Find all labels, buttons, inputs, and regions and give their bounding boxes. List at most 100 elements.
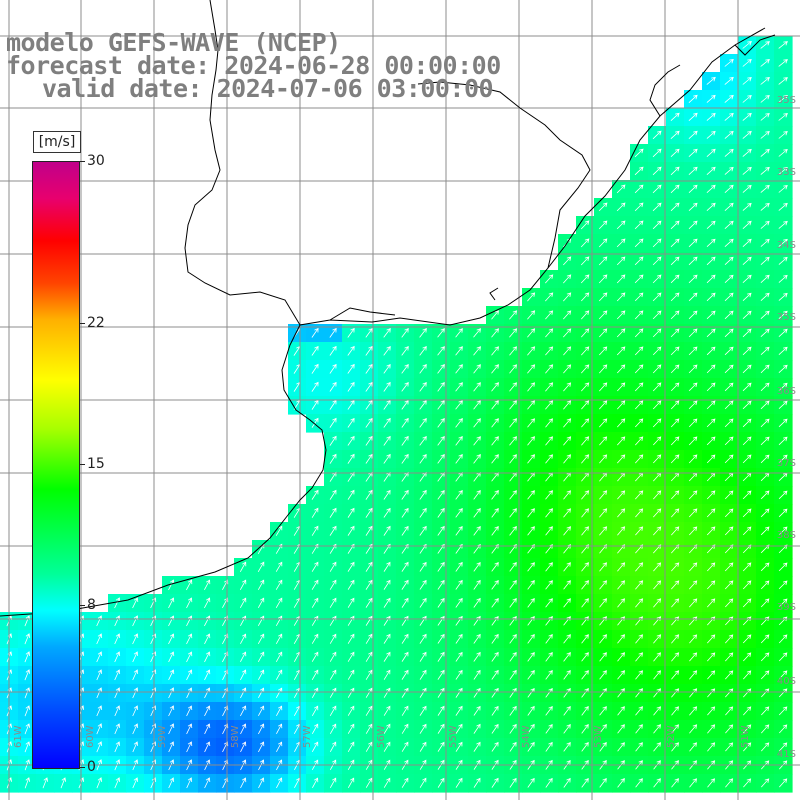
wind-speed-cell	[342, 522, 361, 541]
wind-arrow	[581, 705, 589, 716]
wind-speed-cell	[648, 252, 667, 271]
wind-speed-cell	[252, 576, 271, 595]
wind-speed-cell	[648, 378, 667, 397]
wind-arrow	[24, 777, 31, 789]
wind-speed-cell	[720, 252, 739, 271]
wind-arrow	[760, 220, 770, 229]
wind-arrow	[455, 651, 463, 662]
wind-arrow	[383, 435, 391, 446]
wind-speed-cell	[648, 630, 667, 649]
colorbar-tick-label: 30	[87, 153, 105, 169]
wind-arrow	[635, 742, 643, 752]
wind-arrow	[437, 741, 445, 752]
wind-speed-cell	[774, 666, 793, 685]
wind-arrow	[437, 399, 445, 410]
wind-speed-cell	[396, 396, 415, 415]
wind-arrow	[599, 634, 607, 644]
wind-arrow	[724, 184, 734, 193]
wind-speed-cell	[396, 774, 415, 793]
wind-speed-cell	[540, 666, 559, 685]
wind-speed-cell	[504, 702, 523, 721]
wind-speed-cell	[576, 612, 595, 631]
wind-arrow	[491, 489, 499, 500]
wind-speed-cell	[504, 738, 523, 757]
wind-arrow	[473, 705, 481, 716]
wind-arrow	[778, 364, 788, 373]
wind-speed-cell	[270, 702, 289, 721]
wind-speed-cell	[612, 270, 631, 289]
wind-arrow	[778, 292, 788, 301]
wind-speed-cell	[288, 702, 307, 721]
wind-speed-cell	[486, 684, 505, 703]
wind-speed-cell	[612, 504, 631, 523]
wind-speed-cell	[486, 342, 505, 361]
wind-speed-cell	[756, 612, 775, 631]
wind-speed-cell	[180, 612, 199, 631]
wind-arrow	[509, 454, 517, 464]
wind-arrow	[473, 328, 481, 338]
wind-arrow	[419, 741, 427, 752]
wind-arrow	[563, 418, 572, 428]
wind-speed-cell	[432, 630, 451, 649]
wind-arrow	[168, 687, 175, 699]
wind-speed-cell	[234, 630, 253, 649]
wind-speed-cell	[738, 432, 757, 451]
wind-speed-cell	[702, 378, 721, 397]
wind-arrow	[706, 292, 716, 302]
wind-arrow	[671, 724, 679, 734]
wind-arrow	[455, 723, 463, 734]
wind-speed-cell	[594, 666, 613, 685]
wind-arrow	[760, 616, 770, 626]
wind-speed-cell	[684, 558, 703, 577]
wind-speed-cell	[774, 576, 793, 595]
wind-speed-cell	[774, 180, 793, 199]
wind-speed-cell	[702, 396, 721, 415]
wind-arrow	[509, 687, 517, 698]
wind-speed-cell	[720, 576, 739, 595]
wind-speed-cell	[180, 684, 199, 703]
wind-arrow	[311, 381, 319, 392]
wind-arrow	[509, 436, 517, 446]
wind-arrow	[168, 723, 175, 735]
wind-arrow	[760, 562, 770, 572]
wind-speed-cell	[522, 324, 541, 343]
wind-speed-cell	[576, 594, 595, 613]
wind-arrow	[329, 507, 337, 518]
wind-speed-cell	[702, 486, 721, 505]
wind-speed-cell	[396, 324, 415, 343]
wind-speed-cell	[540, 540, 559, 559]
wind-speed-cell	[702, 180, 721, 199]
wind-speed-cell	[558, 594, 577, 613]
wind-speed-cell	[378, 684, 397, 703]
wind-speed-cell	[180, 720, 199, 739]
wind-arrow	[778, 202, 788, 211]
wind-arrow	[743, 706, 752, 716]
wind-speed-cell	[468, 666, 487, 685]
wind-speed-cell	[432, 522, 451, 541]
wind-speed-cell	[504, 684, 523, 703]
wind-speed-cell	[666, 522, 685, 541]
wind-speed-cell	[504, 378, 523, 397]
wind-arrow	[186, 777, 193, 789]
wind-arrow	[365, 687, 373, 698]
wind-speed-cell	[324, 774, 343, 793]
wind-speed-cell	[378, 396, 397, 415]
wind-speed-cell	[342, 720, 361, 739]
wind-arrow	[527, 454, 535, 464]
wind-arrow	[545, 669, 553, 680]
wind-arrow	[473, 436, 481, 446]
wind-speed-cell	[702, 702, 721, 721]
wind-speed-cell	[558, 324, 577, 343]
wind-arrow	[204, 669, 211, 681]
wind-arrow	[276, 741, 283, 752]
wind-speed-cell	[522, 774, 541, 793]
wind-speed-cell	[252, 702, 271, 721]
wind-speed-cell	[558, 270, 577, 289]
wind-speed-cell	[342, 360, 361, 379]
wind-arrow	[527, 777, 535, 788]
wind-speed-cell	[774, 72, 793, 91]
wind-speed-cell	[162, 648, 181, 667]
wind-arrow	[563, 526, 571, 536]
wind-arrow	[760, 364, 770, 374]
